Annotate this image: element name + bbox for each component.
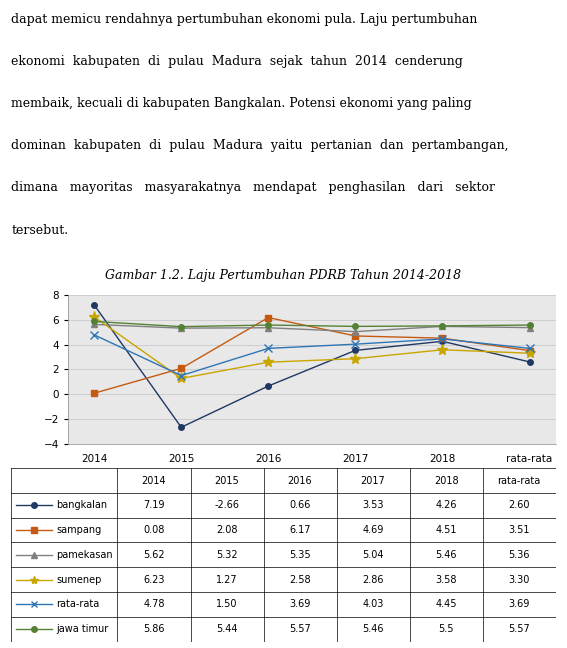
jawa timur [178, 323, 185, 330]
Text: rata-rata: rata-rata [56, 599, 99, 609]
Text: 6.17: 6.17 [289, 525, 311, 535]
Text: 5.57: 5.57 [508, 624, 530, 634]
Line: sampang: sampang [91, 315, 532, 396]
Text: 5.46: 5.46 [435, 550, 457, 560]
Line: sumenep: sumenep [88, 311, 535, 384]
sumenep [178, 375, 185, 382]
Text: sumenep: sumenep [56, 575, 101, 584]
Text: 1.50: 1.50 [216, 599, 238, 609]
Text: jawa timur: jawa timur [56, 624, 108, 634]
bangkalan [178, 423, 185, 431]
Text: 3.30: 3.30 [509, 575, 530, 584]
Text: 1.27: 1.27 [216, 575, 238, 584]
Text: 7.19: 7.19 [143, 500, 165, 511]
sampang [91, 389, 98, 397]
Text: 2017: 2017 [361, 476, 386, 485]
rata-rata [178, 372, 185, 380]
Text: 5.35: 5.35 [289, 550, 311, 560]
Text: pamekasan: pamekasan [56, 550, 112, 560]
Text: 3.69: 3.69 [289, 599, 311, 609]
Text: 3.69: 3.69 [509, 599, 530, 609]
sampang [265, 314, 272, 321]
Text: dominan  kabupaten  di  pulau  Madura  yaitu  pertanian  dan  pertambangan,: dominan kabupaten di pulau Madura yaitu … [11, 139, 509, 152]
Text: 2015: 2015 [215, 476, 239, 485]
Text: 5.5: 5.5 [438, 624, 454, 634]
sampang [526, 347, 533, 354]
bangkalan [526, 358, 533, 366]
Text: 5.44: 5.44 [216, 624, 238, 634]
sumenep [352, 355, 359, 363]
Text: 4.45: 4.45 [435, 599, 457, 609]
sumenep [526, 349, 533, 357]
sampang [352, 332, 359, 340]
sumenep [91, 313, 98, 321]
sumenep [439, 346, 446, 354]
rata-rata [352, 340, 359, 348]
bangkalan [265, 382, 272, 390]
Text: Gambar 1.2. Laju Pertumbuhan PDRB Tahun 2014-2018: Gambar 1.2. Laju Pertumbuhan PDRB Tahun … [105, 269, 462, 282]
Text: 2014: 2014 [142, 476, 166, 485]
Text: dapat memicu rendahnya pertumbuhan ekonomi pula. Laju pertumbuhan: dapat memicu rendahnya pertumbuhan ekono… [11, 13, 478, 26]
bangkalan [439, 338, 446, 345]
Text: 5.04: 5.04 [362, 550, 384, 560]
Text: 5.86: 5.86 [143, 624, 165, 634]
rata-rata [265, 345, 272, 353]
jawa timur [265, 321, 272, 329]
Text: sampang: sampang [56, 525, 101, 535]
rata-rata [91, 331, 98, 339]
Text: 3.53: 3.53 [362, 500, 384, 511]
pamekasan [526, 324, 533, 332]
pamekasan [265, 324, 272, 332]
Text: 3.51: 3.51 [509, 525, 530, 535]
pamekasan [178, 324, 185, 332]
Text: ekonomi  kabupaten  di  pulau  Madura  sejak  tahun  2014  cenderung: ekonomi kabupaten di pulau Madura sejak … [11, 55, 463, 68]
Text: rata-rata: rata-rata [497, 476, 541, 485]
Line: jawa timur: jawa timur [91, 319, 532, 329]
Text: 5.46: 5.46 [362, 624, 384, 634]
jawa timur [526, 321, 533, 329]
Line: bangkalan: bangkalan [91, 302, 532, 430]
Text: tersebut.: tersebut. [11, 224, 69, 237]
Text: 2.58: 2.58 [289, 575, 311, 584]
rata-rata [439, 335, 446, 343]
jawa timur [352, 323, 359, 330]
Text: 5.36: 5.36 [509, 550, 530, 560]
Text: 0.66: 0.66 [289, 500, 311, 511]
bangkalan [91, 301, 98, 309]
Text: 2.86: 2.86 [362, 575, 384, 584]
sampang [178, 364, 185, 372]
Text: 0.08: 0.08 [143, 525, 164, 535]
Text: 2.60: 2.60 [509, 500, 530, 511]
Text: 6.23: 6.23 [143, 575, 165, 584]
pamekasan [91, 321, 98, 329]
Line: rata-rata: rata-rata [90, 330, 534, 380]
bangkalan [352, 347, 359, 354]
Text: 2016: 2016 [287, 476, 312, 485]
Text: 2.08: 2.08 [216, 525, 238, 535]
Text: dimana   mayoritas   masyarakatnya   mendapat   penghasilan   dari   sektor: dimana mayoritas masyarakatnya mendapat … [11, 181, 496, 194]
Text: membaik, kecuali di kabupaten Bangkalan. Potensi ekonomi yang paling: membaik, kecuali di kabupaten Bangkalan.… [11, 97, 472, 110]
jawa timur [91, 318, 98, 325]
Line: pamekasan: pamekasan [91, 321, 533, 335]
pamekasan [352, 328, 359, 336]
Text: 5.57: 5.57 [289, 624, 311, 634]
Text: 4.26: 4.26 [435, 500, 457, 511]
Text: -2.66: -2.66 [214, 500, 239, 511]
Text: 5.32: 5.32 [216, 550, 238, 560]
Text: 2018: 2018 [434, 476, 459, 485]
sampang [439, 334, 446, 342]
Text: 4.69: 4.69 [362, 525, 384, 535]
Text: 5.62: 5.62 [143, 550, 165, 560]
Text: 4.03: 4.03 [362, 599, 384, 609]
Text: bangkalan: bangkalan [56, 500, 107, 511]
Text: 4.78: 4.78 [143, 599, 165, 609]
pamekasan [439, 323, 446, 330]
Text: 4.51: 4.51 [435, 525, 457, 535]
Text: 3.58: 3.58 [435, 575, 457, 584]
sumenep [265, 358, 272, 366]
jawa timur [439, 322, 446, 330]
rata-rata [526, 345, 533, 353]
